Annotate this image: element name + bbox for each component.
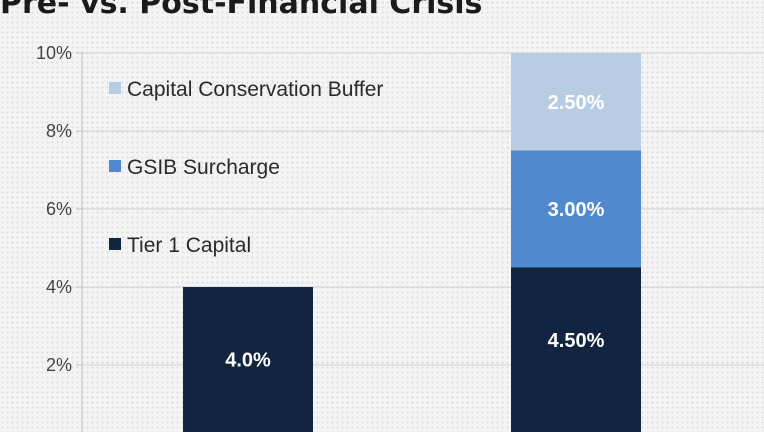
chart-title: Pre- vs. Post-Financial Crisis (0, 0, 483, 21)
bar-labels: 4.0% 4.50% 3.00% 2.50% (225, 92, 604, 372)
y-tick-label: 2% (46, 355, 72, 375)
legend-label: Tier 1 Capital (127, 234, 251, 257)
legend-label: GSIB Surcharge (127, 156, 280, 179)
data-label: 3.00% (548, 199, 605, 221)
y-tick-label: 8% (46, 121, 72, 141)
data-label: 4.50% (548, 330, 605, 352)
legend-swatch (109, 160, 121, 172)
bar-segment (511, 150, 641, 268)
legend-swatch (109, 238, 121, 250)
bars (183, 53, 641, 432)
y-tick-label: 4% (46, 277, 72, 297)
bar-segment (511, 53, 641, 151)
bar-segment (183, 287, 313, 432)
y-tick-label: 10% (36, 43, 72, 63)
y-tick-label: 6% (46, 199, 72, 219)
data-label: 4.0% (225, 350, 271, 372)
y-axis: 2% 4% 6% 8% 10% (36, 43, 83, 432)
legend-label: Capital Conservation Buffer (127, 78, 383, 101)
gridlines (82, 52, 764, 366)
legend-swatch (109, 82, 121, 94)
data-label: 2.50% (548, 92, 605, 114)
bar-segment (511, 267, 641, 432)
legend: Capital Conservation Buffer GSIB Surcharg… (109, 78, 383, 257)
